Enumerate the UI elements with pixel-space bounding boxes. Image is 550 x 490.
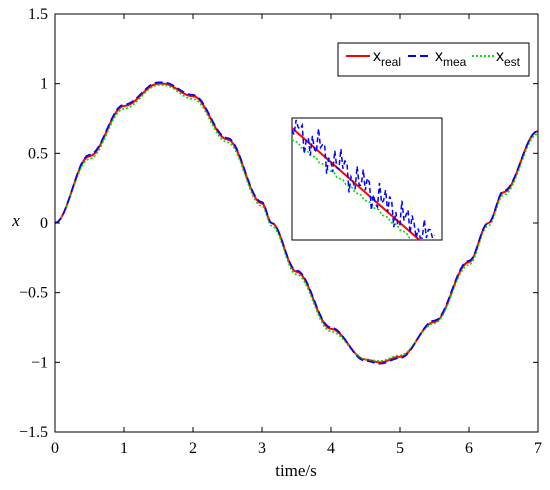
y-tick-label: −0.5 [19, 285, 48, 302]
legend: xreal xmea xest [337, 42, 530, 77]
legend-label-mea: xmea [435, 48, 467, 69]
x-tick-label: 3 [258, 440, 266, 457]
y-tick-label: −1 [31, 354, 48, 371]
y-tick-label: 0 [40, 215, 48, 232]
x-axis-label: time/s [275, 461, 317, 480]
inset-est-line [291, 139, 413, 240]
y-tick-label: 1.5 [28, 6, 48, 23]
x-tick-label: 0 [51, 440, 59, 457]
x-tick-label: 6 [465, 440, 473, 457]
y-tick-label: −1.5 [19, 424, 48, 441]
inset-lines [291, 119, 436, 241]
series-mea-line [54, 81, 539, 365]
x-tick-label: 2 [189, 440, 197, 457]
x-tick-label: 4 [327, 440, 335, 457]
legend-label-est: xest [496, 48, 521, 69]
legend-label-real: xreal [373, 48, 401, 69]
x-tick-label: 5 [396, 440, 404, 457]
axis-ticks: 0 1 2 3 4 5 6 7 1.5 1 0.5 0 −0.5 −1 −1.5 [19, 6, 542, 457]
inset-real-line [291, 127, 421, 241]
y-tick-label: 1 [40, 76, 48, 93]
inset-frame [291, 117, 443, 241]
series-real-line [54, 82, 539, 364]
x-tick-label: 1 [120, 440, 128, 457]
y-tick-label: 0.5 [28, 145, 48, 162]
y-axis-label: x [11, 211, 20, 230]
series-est-line [54, 84, 539, 362]
plot-lines [54, 81, 539, 365]
inset-zoom [291, 117, 443, 241]
legend-box [337, 42, 530, 77]
inset-mea-line [291, 119, 436, 240]
x-tick-label: 7 [534, 440, 542, 457]
